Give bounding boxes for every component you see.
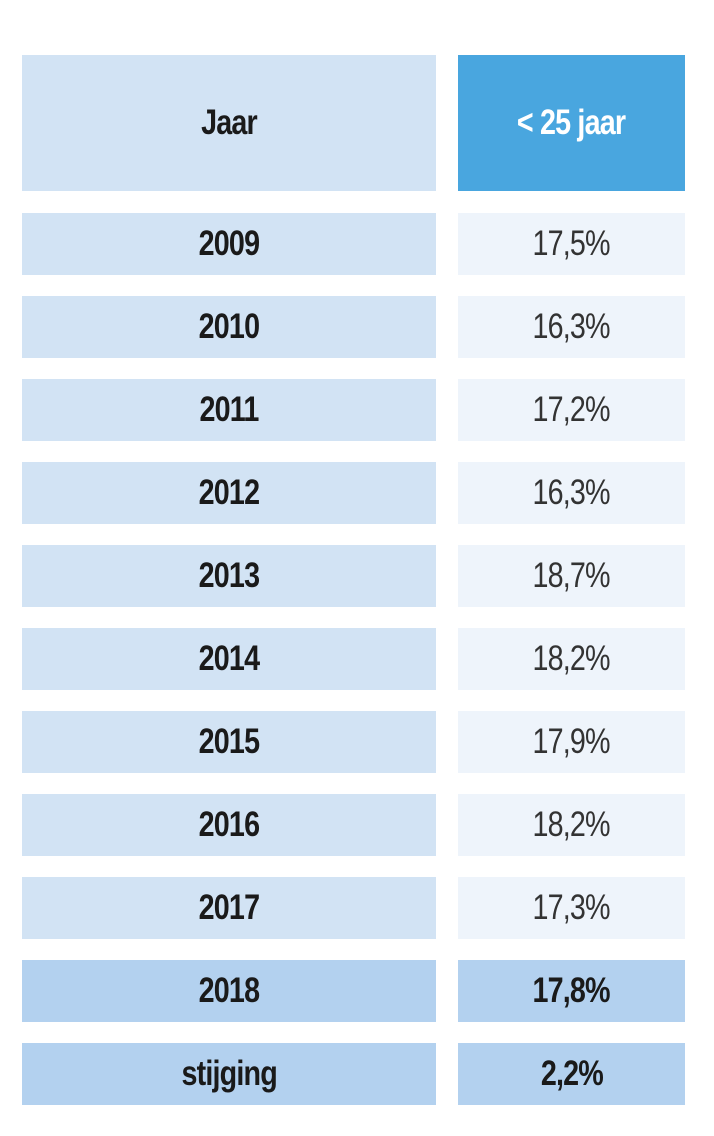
value-cell: 17,5% (458, 213, 685, 275)
year-cell: 2009 (22, 213, 436, 275)
year-cell-text: 2015 (198, 722, 260, 761)
year-cell-text: stijging (181, 1054, 277, 1093)
value-cell-text: 18,2% (532, 639, 611, 678)
value-cell-text: 17,2% (532, 390, 611, 429)
value-cell-text: 2,2% (540, 1054, 603, 1093)
header-cell-text: Jaar (201, 103, 258, 142)
value-cell: 17,8% (458, 960, 685, 1022)
value-cell: 17,9% (458, 711, 685, 773)
year-cell: 2012 (22, 462, 436, 524)
year-cell-text: 2014 (198, 639, 260, 678)
year-cell-text: 2018 (198, 971, 260, 1010)
year-cell: 2011 (22, 379, 436, 441)
year-cell: 2015 (22, 711, 436, 773)
value-cell: 2,2% (458, 1043, 685, 1105)
year-cell-text: 2016 (198, 805, 260, 844)
value-cell-text: 16,3% (532, 307, 611, 346)
value-cell-text: 18,7% (532, 556, 611, 595)
year-cell-text: 2010 (198, 307, 260, 346)
year-cell: stijging (22, 1043, 436, 1105)
year-cell: 2016 (22, 794, 436, 856)
year-cell: 2010 (22, 296, 436, 358)
header-cell-text: < 25 jaar (517, 103, 626, 142)
year-cell-text: 2017 (198, 888, 260, 927)
value-cell: 16,3% (458, 296, 685, 358)
year-cell-text: 2009 (198, 224, 260, 263)
year-cell-text: 2011 (199, 390, 260, 429)
value-cell: 18,2% (458, 794, 685, 856)
year-cell: 2013 (22, 545, 436, 607)
value-cell: 16,3% (458, 462, 685, 524)
year-cell-text: 2013 (198, 556, 260, 595)
header-cell: < 25 jaar (458, 55, 685, 191)
value-cell: 17,2% (458, 379, 685, 441)
value-cell-text: 17,8% (532, 971, 611, 1010)
value-cell: 17,3% (458, 877, 685, 939)
value-cell-text: 18,2% (532, 805, 611, 844)
year-cell: 2014 (22, 628, 436, 690)
value-cell-text: 17,9% (532, 722, 611, 761)
value-cell-text: 17,3% (532, 888, 611, 927)
value-cell: 18,2% (458, 628, 685, 690)
year-cell: 2017 (22, 877, 436, 939)
value-cell: 18,7% (458, 545, 685, 607)
header-cell: Jaar (22, 55, 436, 191)
year-cell-text: 2012 (198, 473, 260, 512)
value-cell-text: 16,3% (532, 473, 611, 512)
year-cell: 2018 (22, 960, 436, 1022)
value-cell-text: 17,5% (532, 224, 611, 263)
